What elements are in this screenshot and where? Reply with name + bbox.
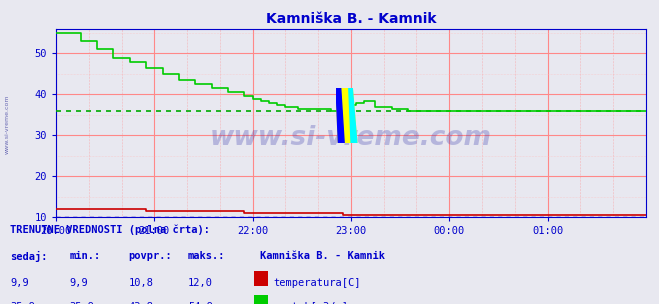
Text: TRENUTNE VREDNOSTI (polna črta):: TRENUTNE VREDNOSTI (polna črta): [10, 224, 210, 235]
Text: www.si-vreme.com: www.si-vreme.com [210, 125, 492, 151]
Text: 9,9: 9,9 [69, 278, 88, 288]
Text: 35,9: 35,9 [69, 302, 94, 304]
Polygon shape [336, 88, 344, 143]
Text: min.:: min.: [69, 250, 100, 261]
Text: povpr.:: povpr.: [129, 250, 172, 261]
Text: 10,8: 10,8 [129, 278, 154, 288]
Text: www.si-vreme.com: www.si-vreme.com [5, 95, 10, 154]
Polygon shape [336, 88, 357, 143]
Text: 12,0: 12,0 [188, 278, 213, 288]
Text: 35,9: 35,9 [10, 302, 35, 304]
Text: maks.:: maks.: [188, 250, 225, 261]
Text: 9,9: 9,9 [10, 278, 28, 288]
Text: pretok[m3/s]: pretok[m3/s] [273, 302, 349, 304]
Text: sedaj:: sedaj: [10, 250, 47, 262]
Bar [254, 271, 268, 286]
Text: 43,8: 43,8 [129, 302, 154, 304]
Text: 54,9: 54,9 [188, 302, 213, 304]
Text: Kamniška B. - Kamnik: Kamniška B. - Kamnik [260, 250, 386, 261]
Bar [254, 295, 268, 304]
Text: temperatura[C]: temperatura[C] [273, 278, 361, 288]
Polygon shape [349, 88, 357, 143]
Title: Kamniška B. - Kamnik: Kamniška B. - Kamnik [266, 12, 436, 26]
